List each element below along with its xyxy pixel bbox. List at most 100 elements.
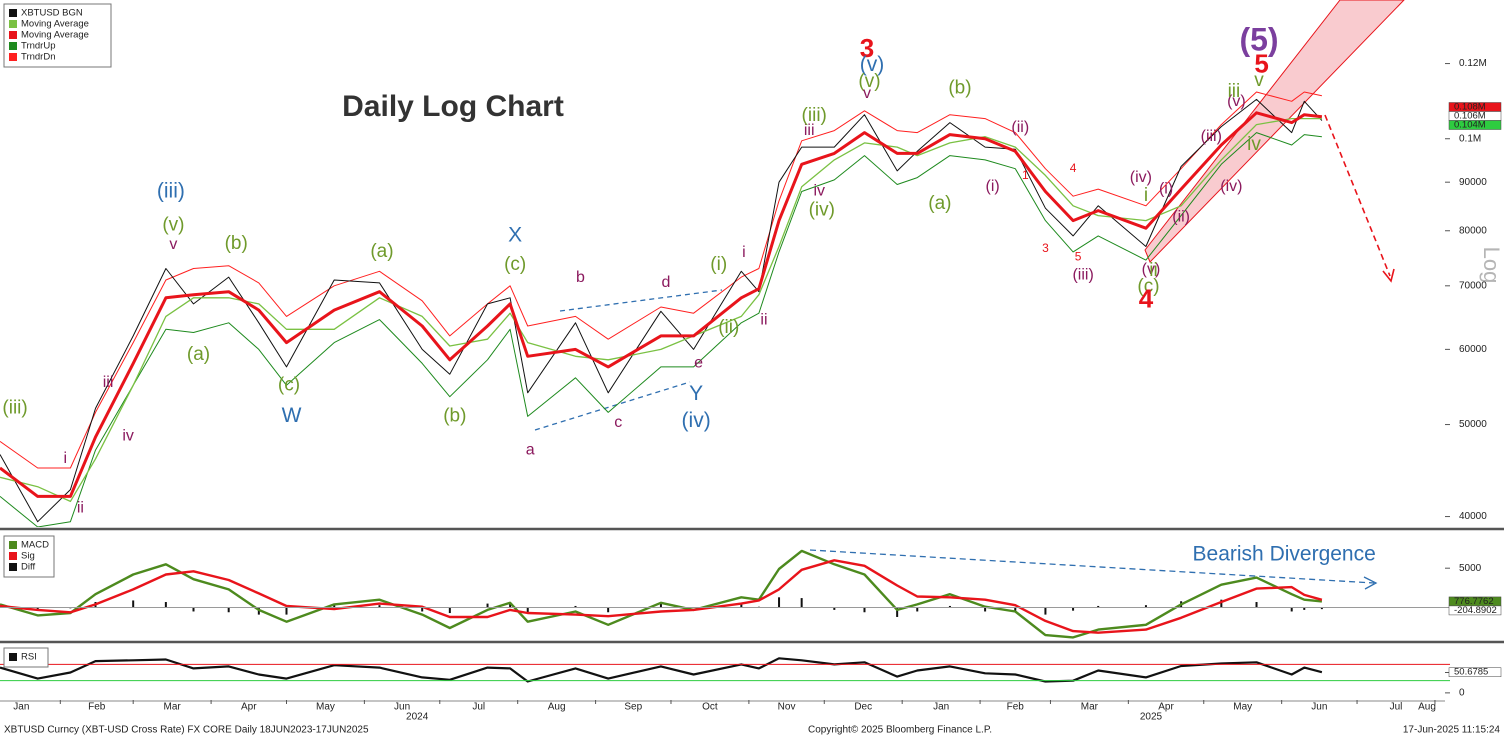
legend-label: TrndrUp <box>21 41 56 52</box>
histogram-bar <box>132 600 135 608</box>
histogram-bar <box>1220 599 1223 608</box>
wave-label: iv <box>122 427 134 444</box>
legend-box <box>3 3 112 68</box>
wave-label: e <box>694 355 703 372</box>
histogram-bar <box>486 603 489 608</box>
wave-label: (5) <box>1239 21 1278 57</box>
wave-label: iv <box>1247 134 1261 155</box>
histogram-bar <box>509 603 512 608</box>
x-tick-label: Oct <box>702 702 718 713</box>
wave-label: ii <box>760 311 767 328</box>
wave-label: (b) <box>948 77 971 98</box>
wave-label: (i) <box>986 178 1000 195</box>
wave-label: (i) <box>710 254 727 275</box>
legend-label: Diff <box>21 562 35 573</box>
plot-area <box>0 657 1323 683</box>
histogram-bar <box>1290 607 1293 612</box>
histogram-bar <box>285 607 288 615</box>
x-tick-label: Jul <box>472 702 485 713</box>
legend-label: XBTUSD BGN <box>21 8 83 19</box>
triangle-line <box>559 289 723 312</box>
histogram-bar <box>574 605 577 608</box>
wave-label: ii <box>1149 260 1157 281</box>
wave-label: i <box>64 450 68 467</box>
histogram-bar <box>659 602 662 608</box>
wave-label: iv <box>813 183 825 200</box>
wave-label: (iii) <box>802 105 827 126</box>
wave-label: b <box>576 269 585 286</box>
y-tick-label: 90000 <box>1459 177 1487 188</box>
histogram-bar <box>1303 607 1306 610</box>
x-year-label: 2025 <box>1140 712 1163 723</box>
wave-label: iii <box>103 374 114 391</box>
wave-label: (v) <box>162 215 184 236</box>
wave-label: i <box>742 244 746 261</box>
y-tick-label: 70000 <box>1459 280 1487 291</box>
last-value-label: 0.108M <box>1454 102 1486 113</box>
wave-label: Bearish Divergence <box>1193 542 1376 565</box>
last-value-box <box>1448 667 1502 677</box>
wave-label: iii <box>804 122 815 139</box>
legend-label: Moving Average <box>21 19 89 30</box>
legend-swatch <box>9 541 17 549</box>
x-tick-label: Apr <box>241 702 257 713</box>
wave-label: v <box>169 236 177 253</box>
wave-label: v <box>1254 70 1264 91</box>
wave-label: (c) <box>1137 276 1159 297</box>
histogram-bar <box>984 607 987 612</box>
wave-label: c <box>614 414 622 431</box>
histogram-bar <box>800 598 803 608</box>
series-line <box>0 132 1322 527</box>
legend-swatch <box>9 9 17 17</box>
wave-label: (b) <box>225 233 248 254</box>
divergence-arrowhead <box>1363 576 1378 590</box>
last-value-label: 50.6785 <box>1454 667 1488 678</box>
panel: 40000 50000 60000 70000 80000 90000 0.1M 0.12M X… <box>0 3 1502 527</box>
histogram-bar <box>833 607 836 610</box>
wave-label: (v) <box>1227 93 1246 110</box>
wave-label: 4 <box>1070 161 1077 175</box>
histogram-bar <box>1097 605 1100 608</box>
histogram-bar <box>607 607 610 613</box>
legend-swatch <box>9 53 17 61</box>
y-tick-label: 50000 <box>1459 419 1487 430</box>
x-tick-label: Aug <box>548 702 566 713</box>
footer-right: 17-Jun-2025 11:15:24 <box>1403 725 1501 736</box>
y-tick-label: 60000 <box>1459 344 1487 355</box>
x-tick-label: Feb <box>1007 702 1025 713</box>
histogram-bar <box>227 607 230 613</box>
last-value-box <box>1448 120 1502 130</box>
legend-swatch <box>9 42 17 50</box>
histogram-bar <box>948 605 951 608</box>
wave-label: 3 <box>1042 241 1049 255</box>
chart-title: Daily Log Chart <box>342 90 564 123</box>
projection-arrowhead <box>1382 268 1395 283</box>
legend-label: Moving Average <box>21 30 89 41</box>
x-tick-label: Feb <box>88 702 106 713</box>
legend-swatch <box>9 31 17 39</box>
wave-label: (a) <box>928 193 951 214</box>
last-value-label: 776.7762 <box>1454 596 1494 607</box>
x-tick-label: Nov <box>778 702 796 713</box>
y-tick-label: 0.12M <box>1459 58 1487 69</box>
x-tick-label: May <box>316 702 335 713</box>
footer-left: XBTUSD Curncy (XBT-USD Cross Rate) FX CO… <box>4 725 369 736</box>
wave-label: 5 <box>1075 250 1082 264</box>
scale-label: Log <box>1479 247 1504 284</box>
wave-label: (ii) <box>718 317 739 338</box>
legend-box <box>3 647 49 668</box>
wave-label: W <box>282 404 302 427</box>
projection-arrow <box>1324 114 1391 277</box>
y-tick-label: 0.1M <box>1459 133 1481 144</box>
wave-label: 3 <box>860 33 874 63</box>
plot-area <box>0 549 1323 639</box>
triangle-line <box>534 381 691 431</box>
histogram-bar <box>448 607 451 614</box>
histogram-bar <box>1014 607 1017 611</box>
panel: 050RSI50.6785JanFebMarAprMayJunJulAugSep… <box>0 647 1502 723</box>
wave-label: Y <box>689 382 703 405</box>
series-line <box>0 91 1323 469</box>
series-line <box>0 111 1323 498</box>
wave-label: 5 <box>1254 49 1268 79</box>
